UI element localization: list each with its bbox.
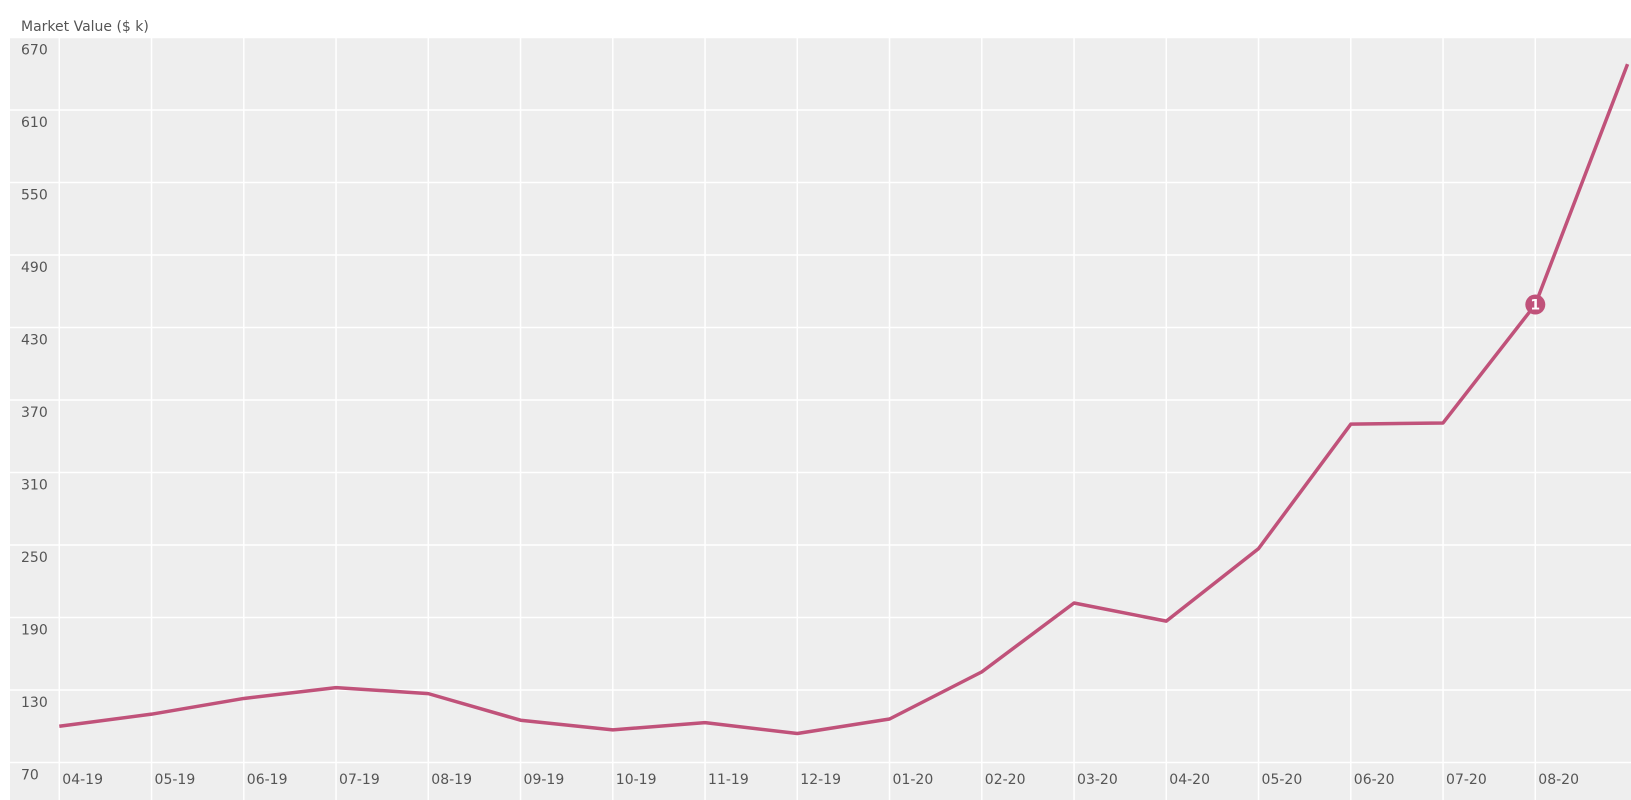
x-tick-label: 08-20 (1538, 772, 1579, 788)
y-tick-label: 550 (21, 188, 48, 204)
annotation-label: 1 (1530, 298, 1540, 314)
data-line (59, 63, 1630, 736)
x-tick-label: 09-19 (524, 772, 565, 788)
y-tick-label: 610 (21, 115, 48, 131)
y-axis-label: Market Value ($ k) (21, 19, 149, 35)
y-tick-label: 430 (21, 333, 48, 349)
y-tick-label: 370 (21, 405, 48, 421)
x-tick-label: 06-19 (247, 772, 288, 788)
y-tick-label: 190 (21, 623, 48, 639)
x-tick-label: 07-20 (1446, 772, 1487, 788)
y-tick-label: 250 (21, 550, 48, 566)
y-tick-label: 490 (21, 260, 48, 276)
x-tick-label: 12-19 (800, 772, 841, 788)
x-tick-label: 03-20 (1077, 772, 1118, 788)
x-tick-label: 10-19 (616, 772, 657, 788)
x-tick-label: 01-20 (893, 772, 934, 788)
x-tick-label: 04-19 (62, 772, 103, 788)
x-tick-label: 05-19 (155, 772, 196, 788)
x-tick-label: 08-19 (431, 772, 472, 788)
x-tick-label: 06-20 (1354, 772, 1395, 788)
y-tick-label: 70 (21, 768, 39, 784)
y-tick-label: 670 (21, 43, 48, 59)
x-tick-label: 04-20 (1169, 772, 1210, 788)
plot-background (10, 37, 1631, 800)
x-tick-label: 07-19 (339, 772, 380, 788)
annotation-marker (1525, 294, 1546, 315)
y-tick-label: 310 (21, 478, 48, 494)
x-tick-label: 05-20 (1262, 772, 1303, 788)
y-tick-label: 130 (21, 695, 48, 711)
x-tick-label: 02-20 (985, 772, 1026, 788)
x-tick-label: 11-19 (708, 772, 749, 788)
